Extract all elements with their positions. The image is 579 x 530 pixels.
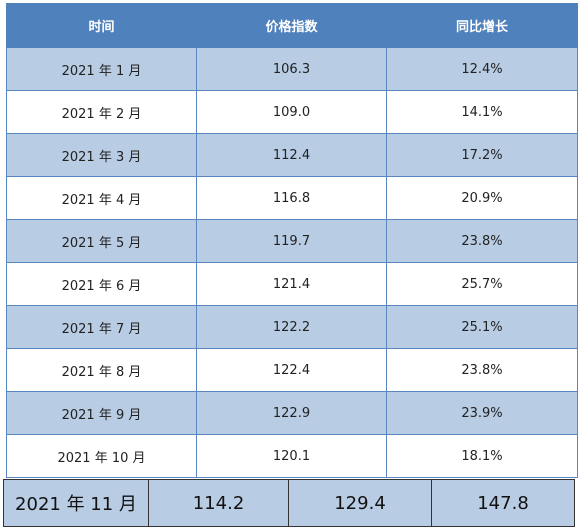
cell-growth: 20.9% (386, 176, 578, 220)
november-value-1: 114.2 (149, 480, 289, 526)
cell-growth: 23.8% (386, 348, 578, 392)
cell-time: 2021 年 6 月 (6, 262, 197, 306)
header-time: 时间 (6, 3, 197, 48)
table-row: 2021 年 10 月 120.1 18.1% (6, 434, 578, 478)
cell-index: 119.7 (196, 219, 387, 263)
cell-index: 122.4 (196, 348, 387, 392)
table-row: 2021 年 2 月 109.0 14.1% (6, 90, 578, 134)
cell-index: 122.9 (196, 391, 387, 435)
cell-time: 2021 年 4 月 (6, 176, 197, 220)
cell-growth: 23.9% (386, 391, 578, 435)
cell-growth: 25.7% (386, 262, 578, 306)
cell-index: 122.2 (196, 305, 387, 349)
cell-growth: 17.2% (386, 133, 578, 177)
cell-index: 109.0 (196, 90, 387, 134)
november-time: 2021 年 11 月 (4, 480, 149, 526)
cell-time: 2021 年 8 月 (6, 348, 197, 392)
cell-index: 106.3 (196, 47, 387, 91)
cell-growth: 14.1% (386, 90, 578, 134)
price-index-table: 时间 价格指数 同比增长 2021 年 1 月 106.3 12.4% 2021… (6, 3, 578, 478)
table-row: 2021 年 9 月 122.9 23.9% (6, 391, 578, 435)
cell-time: 2021 年 9 月 (6, 391, 197, 435)
table-row: 2021 年 6 月 121.4 25.7% (6, 262, 578, 306)
header-price-index: 价格指数 (196, 3, 387, 48)
header-yoy-growth: 同比增长 (386, 3, 578, 48)
cell-index: 112.4 (196, 133, 387, 177)
table-row: 2021 年 3 月 112.4 17.2% (6, 133, 578, 177)
cell-growth: 25.1% (386, 305, 578, 349)
cell-growth: 12.4% (386, 47, 578, 91)
cell-time: 2021 年 7 月 (6, 305, 197, 349)
cell-time: 2021 年 10 月 (6, 434, 197, 478)
table-row: 2021 年 8 月 122.4 23.8% (6, 348, 578, 392)
cell-growth: 23.8% (386, 219, 578, 263)
table-row: 2021 年 5 月 119.7 23.8% (6, 219, 578, 263)
november-value-3: 147.8 (477, 492, 529, 514)
cell-index: 121.4 (196, 262, 387, 306)
november-value-2: 129.4 (289, 480, 432, 526)
cell-time: 2021 年 3 月 (6, 133, 197, 177)
cell-time: 2021 年 5 月 (6, 219, 197, 263)
cell-growth: 18.1% (386, 434, 578, 478)
november-row: 2021 年 11 月 114.2 129.4 147.8 (3, 479, 575, 527)
cell-index: 116.8 (196, 176, 387, 220)
cell-index: 120.1 (196, 434, 387, 478)
table-row: 2021 年 7 月 122.2 25.1% (6, 305, 578, 349)
table-row: 2021 年 4 月 116.8 20.9% (6, 176, 578, 220)
table-header-row: 时间 价格指数 同比增长 (6, 3, 578, 48)
cell-time: 2021 年 2 月 (6, 90, 197, 134)
cell-time: 2021 年 1 月 (6, 47, 197, 91)
table-row: 2021 年 1 月 106.3 12.4% (6, 47, 578, 91)
